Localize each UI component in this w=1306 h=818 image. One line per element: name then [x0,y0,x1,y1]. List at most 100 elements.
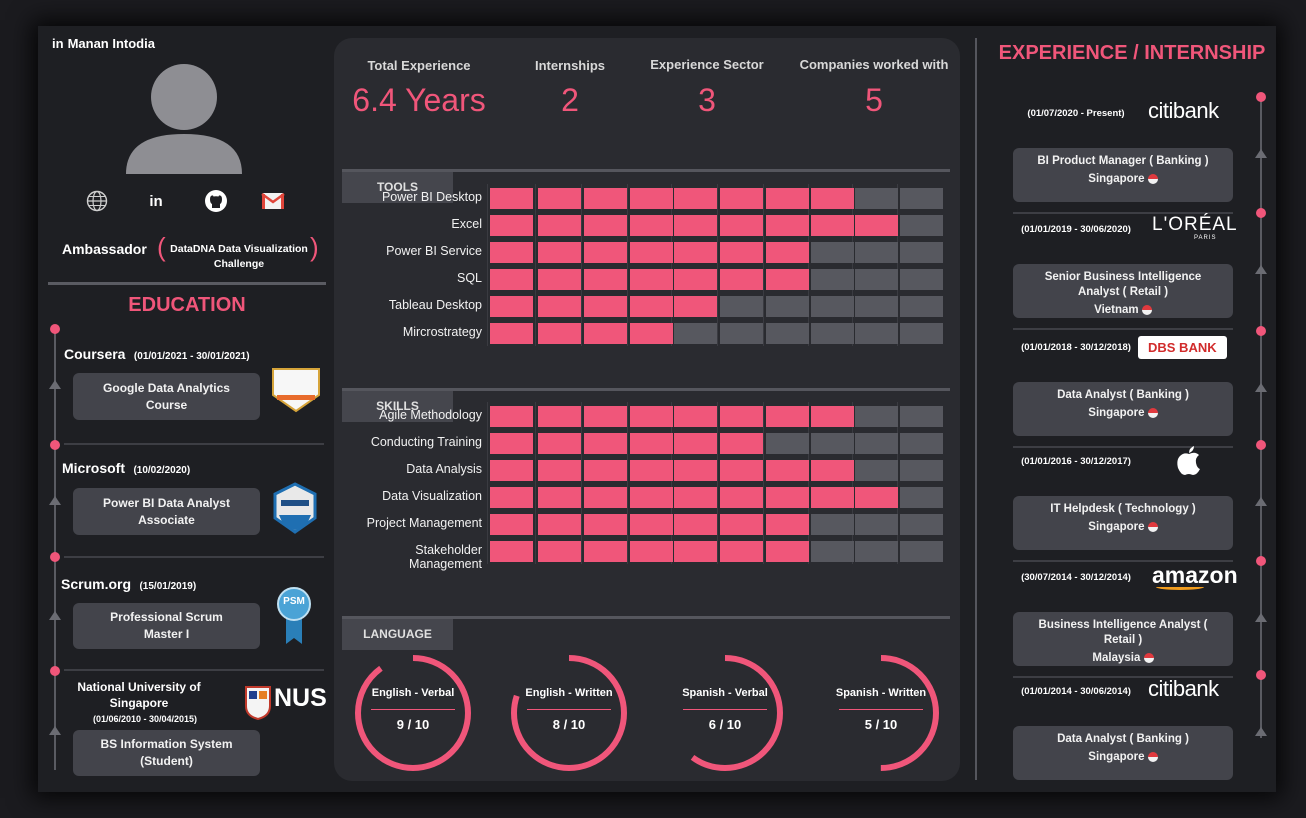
level-cell [811,487,854,508]
level-cell [538,215,581,236]
language-ring: English - Verbal 9 / 10 [351,651,475,775]
grid-line [897,402,898,564]
level-cell [630,487,673,508]
level-cell [720,269,763,290]
level-cell [766,406,809,427]
level-cell [630,433,673,454]
timeline-arrow-icon [1255,265,1267,274]
level-cell [584,541,627,562]
timeline-dot [50,552,60,562]
level-cell [490,460,533,481]
gmail-icon[interactable] [260,188,286,214]
ambassador-text: DataDNA Data Visualization Challenge [170,243,308,270]
ring-divider [683,709,767,710]
level-cell [674,514,717,535]
kpi-value: 3 [698,82,716,118]
kpi-value: 5 [865,82,883,118]
level-cell [674,242,717,263]
level-cell [490,188,533,209]
education-card[interactable]: Google Data Analytics Course [73,373,260,420]
company-logo: L'ORÉAL [1152,214,1238,235]
level-cell [811,323,854,344]
level-cell [630,242,673,263]
kpi-value: 6.4 Years [352,82,486,118]
level-cell [900,406,943,427]
timeline-arrow-icon [1255,383,1267,392]
education-title: EDUCATION [128,294,246,316]
level-cell [674,188,717,209]
flag-icon [1147,173,1158,184]
linkedin-icon[interactable]: in [149,192,163,210]
education-card[interactable]: Power BI Data Analyst Associate [73,488,260,535]
level-cell [584,242,627,263]
level-cell [490,269,533,290]
level-cell [674,541,717,562]
education-card[interactable]: Professional Scrum Master I [73,603,260,649]
level-cell [766,215,809,236]
level-cell [900,460,943,481]
flag-icon [1143,652,1154,663]
experience-card[interactable]: BI Product Manager ( Banking ) Singapore [1013,148,1233,202]
ring-divider [527,709,611,710]
experience-card[interactable]: IT Helpdesk ( Technology ) Singapore [1013,496,1233,550]
timeline-dot [1256,556,1266,566]
level-cell [630,215,673,236]
kpi-label: Internships [534,58,606,73]
education-separator [64,443,324,445]
timeline-arrow-icon [1255,613,1267,622]
level-cell [720,487,763,508]
timeline-arrow-icon [49,726,61,735]
amazon-smile-icon [1156,584,1204,590]
apple-icon [1176,446,1202,481]
level-cell [766,242,809,263]
row-label: Data Visualization [382,489,482,503]
globe-icon[interactable] [84,188,110,214]
level-cell [811,215,854,236]
level-cell [584,215,627,236]
job-location: Singapore [1013,751,1233,763]
level-cell [538,460,581,481]
level-cell [630,541,673,562]
experience-card[interactable]: Data Analyst ( Banking ) Singapore [1013,382,1233,436]
experience-card[interactable]: Data Analyst ( Banking ) Singapore [1013,726,1233,780]
timeline-dot [1256,208,1266,218]
level-cell [811,514,854,535]
level-cell [900,487,943,508]
row-label: Excel [451,217,482,231]
level-cell [900,296,943,317]
grid-line [627,184,628,346]
education-card[interactable]: BS Information System (Student) [73,730,260,776]
level-cell [490,433,533,454]
experience-date: (01/07/2020 - Present) [1027,108,1125,119]
level-cell [900,433,943,454]
left-paren: ( [157,232,166,262]
role-title: Data Analyst ( Banking ) [1057,733,1189,745]
grid-line [535,184,536,346]
level-cell [766,433,809,454]
level-cell [584,487,627,508]
grid-line [671,184,672,346]
level-cell [900,269,943,290]
ring-arc [511,655,627,771]
row-label: SQL [456,271,482,285]
education-separator [64,556,324,558]
experience-date: (30/07/2014 - 30/12/2014) [1021,572,1131,583]
experience-card[interactable]: Senior Business Intelligence Analyst ( R… [1013,264,1233,318]
level-cell [720,541,763,562]
level-cell [811,188,854,209]
level-cell [811,433,854,454]
row-label: Agile Methodology [379,408,482,422]
experience-card[interactable]: Business Intelligence Analyst ( Retail )… [1013,612,1233,666]
level-cell [855,487,898,508]
level-cell [855,188,898,209]
grid-line [717,184,718,346]
level-cell [900,242,943,263]
github-icon[interactable] [203,188,229,214]
experience-date: (01/01/2019 - 30/06/2020) [1021,224,1131,235]
level-cell [538,406,581,427]
company-logo: DBS BANK [1138,336,1227,359]
row-label: Conducting Training [370,435,482,449]
column-separator [975,38,977,780]
role-title: Business Intelligence Analyst ( Retail ) [1038,619,1208,646]
level-cell [811,541,854,562]
